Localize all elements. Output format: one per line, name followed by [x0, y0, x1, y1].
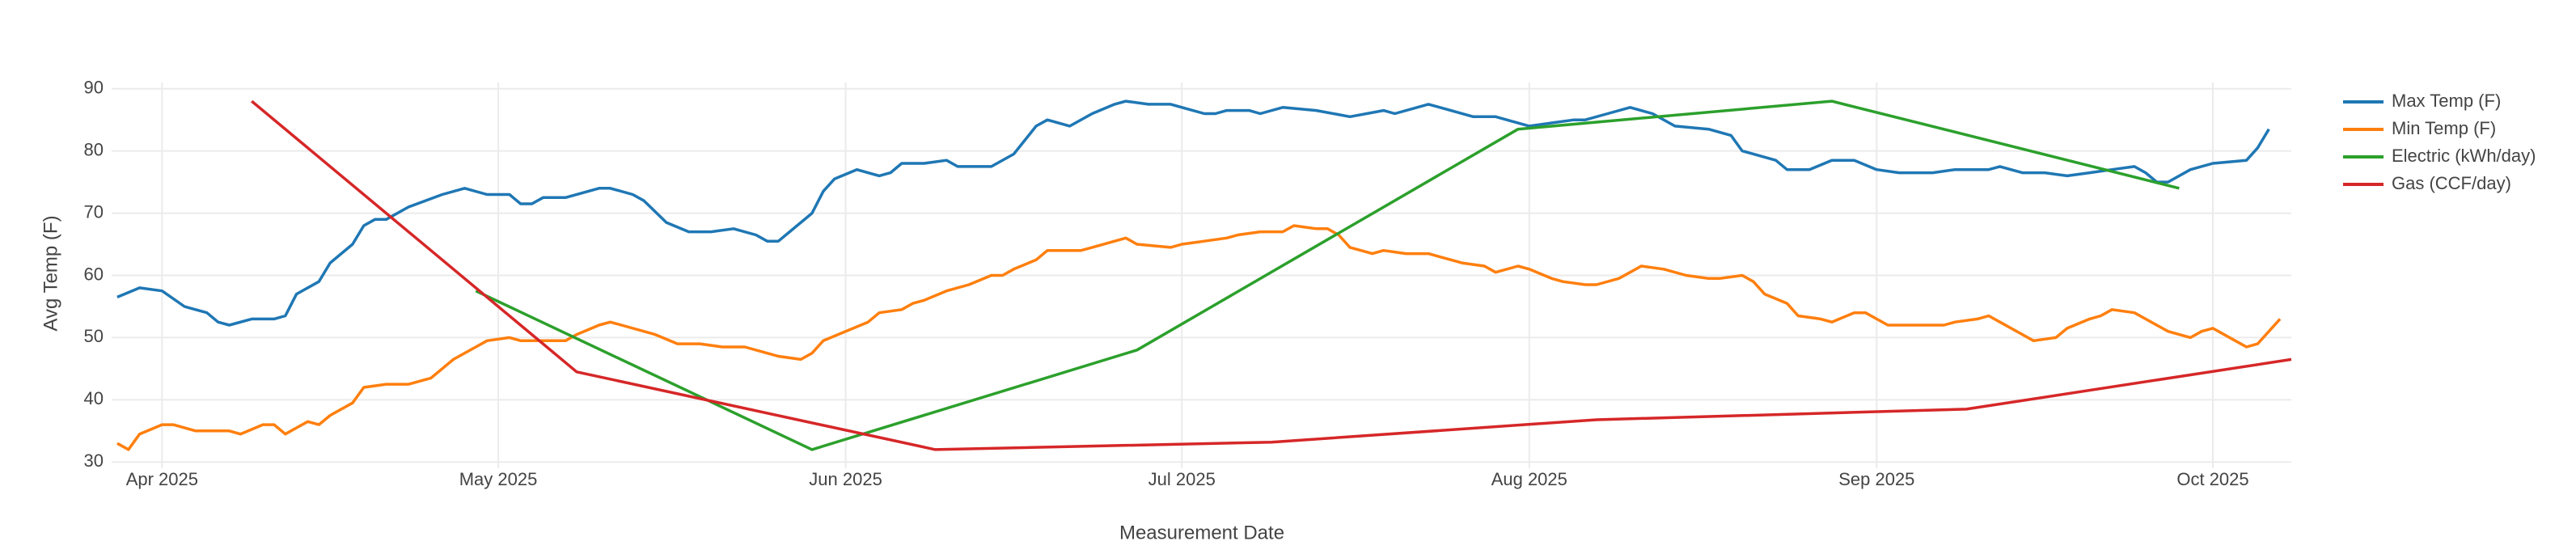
- series-line: [116, 224, 2282, 451]
- x-axis-title: Measurement Date: [1119, 522, 1284, 543]
- x-tick-label: Oct 2025: [2176, 469, 2248, 489]
- series-line: [251, 99, 2292, 451]
- x-tick-label: May 2025: [459, 469, 538, 489]
- y-tick-label: 40: [84, 388, 104, 408]
- legend-label: Min Temp (F): [2392, 118, 2496, 138]
- legend-label: Electric (kWh/day): [2392, 146, 2536, 166]
- x-tick-label: Apr 2025: [126, 469, 198, 489]
- legend-label: Max Temp (F): [2392, 91, 2501, 111]
- legend-label: Gas (CCF/day): [2392, 173, 2511, 193]
- y-tick-label: 50: [84, 326, 104, 346]
- y-axis-title: Avg Temp (F): [40, 215, 61, 331]
- x-tick-label: Jul 2025: [1148, 469, 1216, 489]
- y-tick-label: 60: [84, 264, 104, 284]
- legend-item[interactable]: Electric (kWh/day): [2343, 146, 2536, 166]
- y-tick-label: 70: [84, 201, 104, 222]
- y-tick-label: 90: [84, 78, 104, 98]
- x-tick-label: Aug 2025: [1491, 469, 1567, 489]
- y-tick-label: 30: [84, 450, 104, 471]
- legend-item[interactable]: Min Temp (F): [2343, 118, 2496, 138]
- series-line: [475, 99, 2180, 451]
- x-tick-label: Sep 2025: [1838, 469, 1914, 489]
- legend-item[interactable]: Max Temp (F): [2343, 91, 2501, 111]
- legend-item[interactable]: Gas (CCF/day): [2343, 173, 2511, 193]
- series-line: [116, 99, 2270, 327]
- x-tick-label: Jun 2025: [809, 469, 882, 489]
- y-tick-label: 80: [84, 139, 104, 159]
